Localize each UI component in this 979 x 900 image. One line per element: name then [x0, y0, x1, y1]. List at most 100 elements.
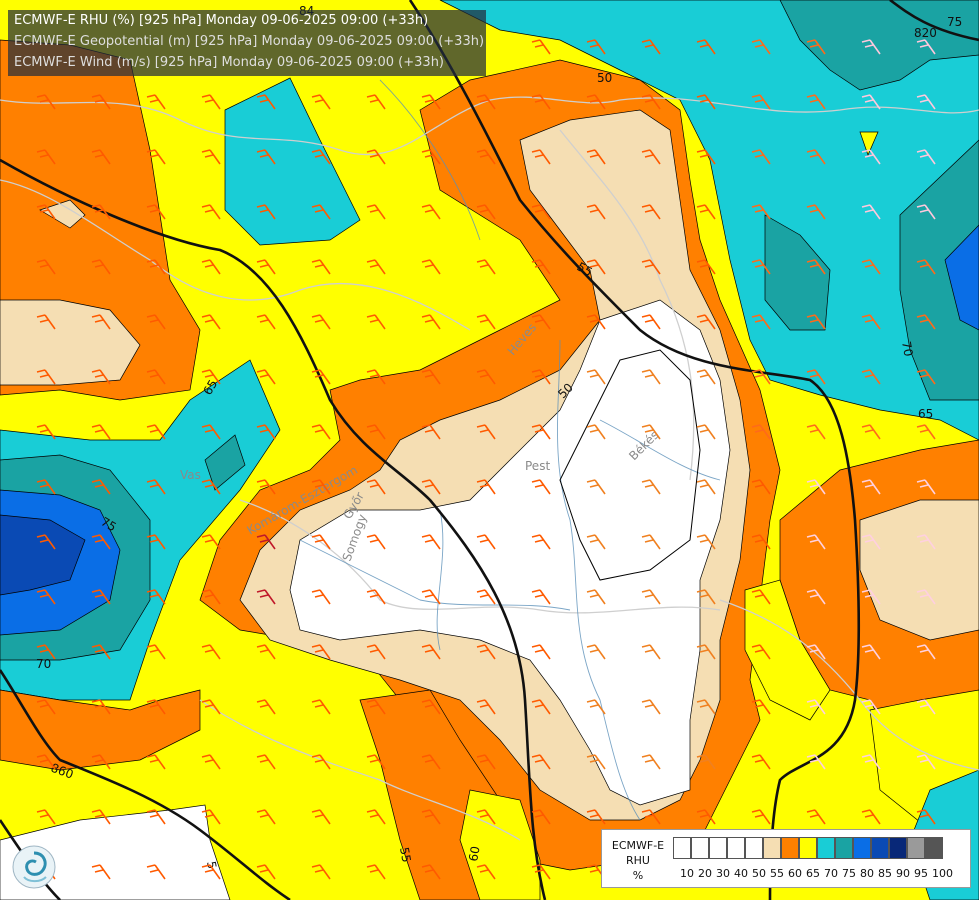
wind-barb	[751, 94, 771, 110]
wind-barb	[586, 534, 606, 550]
wind-barb	[311, 699, 331, 715]
header-line-rhu: ECMWF-E RHU (%) [925 hPa] Monday 09-06-2…	[14, 13, 429, 28]
wind-barb	[476, 699, 496, 715]
wind-barb	[421, 864, 441, 880]
wind-barb	[751, 479, 771, 495]
wind-barb	[36, 369, 56, 385]
legend-swatch	[835, 837, 853, 859]
wind-barb	[421, 589, 441, 605]
wind-barb	[751, 314, 771, 330]
rh-wheat-e	[859, 499, 979, 641]
wind-barb	[861, 589, 881, 605]
wind-barb	[806, 809, 826, 825]
wind-barb	[586, 369, 606, 385]
wind-barb	[641, 754, 661, 770]
wind-barb	[476, 204, 496, 220]
wind-barb	[421, 314, 441, 330]
legend-tick-label: 65	[806, 867, 820, 880]
wind-barb	[36, 204, 56, 220]
wind-barb	[476, 534, 496, 550]
wind-barb	[531, 149, 551, 165]
wind-barb	[421, 644, 441, 660]
wind-barb	[806, 204, 826, 220]
legend-tick-label: 85	[878, 867, 892, 880]
wind-barb	[201, 644, 221, 660]
rh-teal-e2	[764, 214, 831, 331]
wind-barb	[916, 39, 936, 55]
legend-swatch	[907, 837, 925, 859]
wind-barb	[806, 314, 826, 330]
wind-barb	[751, 534, 771, 550]
wind-barb	[476, 149, 496, 165]
wind-barb	[421, 259, 441, 275]
wind-barb	[861, 534, 881, 550]
wind-barb	[806, 39, 826, 55]
wind-barb	[586, 699, 606, 715]
wind-barb	[696, 809, 716, 825]
wind-barb	[751, 369, 771, 385]
wind-barb	[421, 809, 441, 825]
legend-swatch	[925, 837, 943, 859]
wind-barb	[916, 809, 936, 825]
wind-barb	[91, 149, 111, 165]
wind-barb	[256, 424, 276, 440]
wind-barb	[806, 424, 826, 440]
wind-barb	[916, 369, 936, 385]
wind-barb	[91, 589, 111, 605]
wind-barb	[366, 94, 386, 110]
rivers	[299, 79, 721, 821]
wind-barb	[641, 204, 661, 220]
rh-white-c	[289, 299, 731, 806]
wind-barb	[366, 754, 386, 770]
wind-barb	[366, 644, 386, 660]
wind-barb	[366, 589, 386, 605]
wind-barb	[201, 699, 221, 715]
wind-barb	[201, 259, 221, 275]
wind-barb	[256, 644, 276, 660]
wind-barb	[916, 259, 936, 275]
wind-barb	[311, 534, 331, 550]
map-info-box: ECMWF-E RHU (%) [925 hPa] Monday 09-06-2…	[8, 10, 486, 76]
wind-barb	[861, 314, 881, 330]
wind-barb	[476, 94, 496, 110]
wind-barb	[586, 94, 606, 110]
wind-barb	[311, 809, 331, 825]
rh-yellow-e	[744, 579, 831, 721]
wind-barb	[311, 754, 331, 770]
wind-barb	[421, 699, 441, 715]
wind-barb	[806, 369, 826, 385]
legend-tick-label: 20	[698, 867, 712, 880]
label-rh-50-n: 50	[597, 71, 612, 85]
wind-barb	[36, 149, 56, 165]
wind-barb	[146, 644, 166, 660]
wind-barb	[256, 259, 276, 275]
wind-barb	[806, 699, 826, 715]
wind-barb	[641, 424, 661, 440]
legend-tick-label: 70	[824, 867, 838, 880]
wind-barb	[311, 204, 331, 220]
legend-title-unit: %	[632, 869, 644, 882]
rh-teal-e	[899, 139, 979, 401]
legend-tick-label: 100	[932, 867, 953, 880]
legend-swatch	[817, 837, 835, 859]
wind-barb	[91, 534, 111, 550]
legend-tick-label: 95	[914, 867, 928, 880]
wind-barb	[256, 204, 276, 220]
wind-barb	[531, 94, 551, 110]
wind-barb	[256, 149, 276, 165]
wind-barb	[476, 864, 496, 880]
wind-barb	[146, 424, 166, 440]
wind-barb	[91, 644, 111, 660]
wind-barb	[146, 149, 166, 165]
legend-swatch	[871, 837, 889, 859]
wind-barb	[421, 424, 441, 440]
wind-barb	[531, 369, 551, 385]
wind-barb	[91, 314, 111, 330]
wind-barb	[366, 259, 386, 275]
wind-barb	[696, 589, 716, 605]
wind-barb	[806, 644, 826, 660]
label-geo-820: 820	[914, 26, 937, 40]
legend-swatch	[673, 837, 691, 859]
wind-barb	[531, 809, 551, 825]
